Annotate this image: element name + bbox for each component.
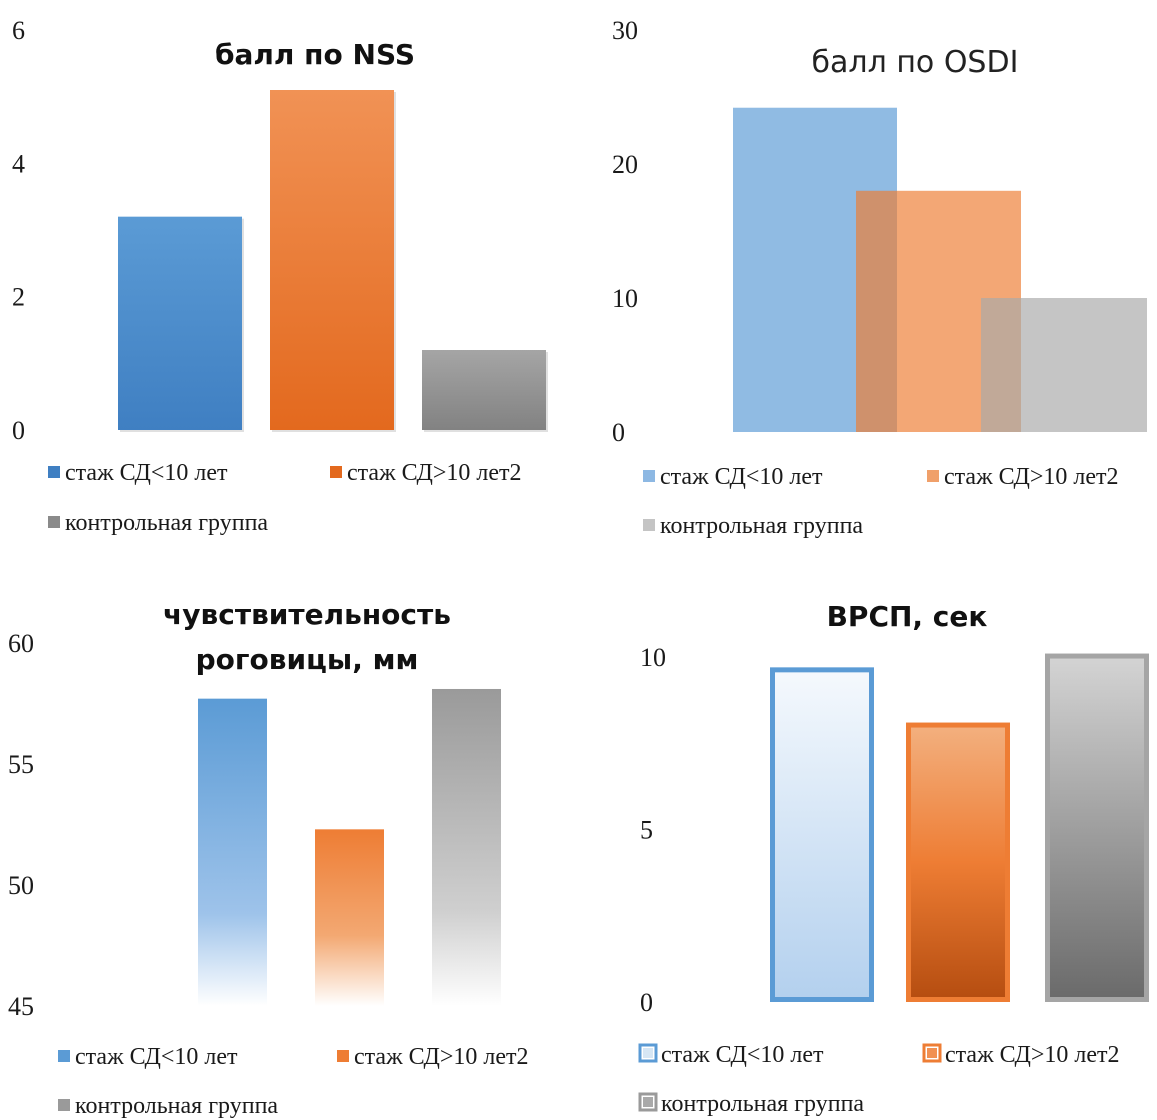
- legend-label: стаж СД<10 лет: [660, 464, 823, 490]
- legend-swatch: [330, 466, 342, 478]
- y-tick-label: 0: [640, 988, 653, 1017]
- bar: [981, 298, 1147, 432]
- legend-item: стаж СД>10 лет2: [337, 1044, 529, 1070]
- y-tick-label: 0: [12, 416, 25, 445]
- y-tick-label: 5: [640, 816, 653, 845]
- legend-label: стаж СД>10 лет2: [347, 460, 522, 486]
- legend-item: стаж СД<10 лет: [638, 1042, 824, 1068]
- chart-sensitivity: 45 50 55 60 чувствительность роговицы, мм стаж…: [8, 598, 529, 1119]
- chart-vrsp: 0 5 10 ВРСП, сек стаж СД<10 лет стаж СД>10 ле…: [638, 600, 1149, 1117]
- legend-swatch: [58, 1050, 70, 1062]
- chart-title: ВРСП, сек: [827, 600, 988, 633]
- y-tick-label: 20: [612, 150, 638, 179]
- y-tick-label: 30: [612, 16, 638, 45]
- legend-item: контрольная группа: [638, 1091, 864, 1117]
- legend-label: стаж СД>10 лет2: [354, 1044, 529, 1070]
- y-tick-label: 0: [612, 418, 625, 447]
- legend-item: контрольная группа: [643, 513, 863, 539]
- legend-label: стаж СД>10 лет2: [945, 1042, 1120, 1068]
- chart-title: чувствительность: [163, 598, 451, 631]
- legend-label: стаж СД<10 лет: [661, 1042, 824, 1068]
- legend-swatch: [337, 1050, 349, 1062]
- legend-label: контрольная группа: [660, 513, 863, 539]
- legend-swatch: [58, 1099, 70, 1111]
- chart-nss: 0 2 4 6 балл по NSS стаж СД<10 лет стаж СД>10 …: [12, 16, 548, 536]
- legend-swatch: [48, 466, 60, 478]
- bar: [432, 688, 501, 1006]
- y-tick-label: 60: [8, 629, 34, 658]
- legend-swatch: [48, 516, 60, 528]
- legend-swatch-fill: [927, 1048, 937, 1058]
- y-tick-label: 50: [8, 871, 34, 900]
- legend-swatch-fill: [643, 1097, 653, 1107]
- y-tick-label: 55: [8, 750, 34, 779]
- legend-label: стаж СД<10 лет: [65, 460, 228, 486]
- bar: [422, 350, 546, 430]
- legend-label: контрольная группа: [65, 510, 268, 536]
- bar: [906, 722, 1010, 1002]
- chart-title: роговицы, мм: [196, 643, 419, 676]
- legend-item: контрольная группа: [58, 1093, 278, 1119]
- legend-item: стаж СД>10 лет2: [927, 464, 1119, 490]
- legend-label: стаж СД>10 лет2: [944, 464, 1119, 490]
- bar: [118, 216, 242, 430]
- legend-item: стаж СД>10 лет2: [922, 1042, 1120, 1068]
- bar: [315, 829, 384, 1006]
- y-tick-label: 45: [8, 992, 34, 1021]
- chart-title: балл по OSDI: [812, 45, 1019, 80]
- legend-label: контрольная группа: [661, 1091, 864, 1117]
- legend-item: стаж СД>10 лет2: [330, 460, 522, 486]
- legend-item: стаж СД<10 лет: [58, 1044, 238, 1070]
- y-tick-label: 10: [640, 643, 666, 672]
- bar: [198, 698, 267, 1006]
- legend-swatch: [927, 470, 939, 482]
- y-tick-label: 2: [12, 283, 25, 312]
- y-tick-label: 6: [12, 16, 25, 45]
- chart-title: балл по NSS: [215, 38, 415, 71]
- legend-swatch: [638, 1043, 658, 1063]
- legend-label: стаж СД<10 лет: [75, 1044, 238, 1070]
- legend-item: стаж СД<10 лет: [48, 460, 228, 486]
- legend-label: контрольная группа: [75, 1093, 278, 1119]
- bar: [270, 90, 394, 430]
- legend-swatch: [643, 519, 655, 531]
- legend-swatch-fill: [643, 1048, 653, 1058]
- bar: [1045, 653, 1149, 1002]
- y-tick-label: 4: [12, 149, 25, 178]
- legend-swatch: [643, 470, 655, 482]
- bar: [770, 667, 874, 1002]
- legend-item: контрольная группа: [48, 510, 268, 536]
- legend-item: стаж СД<10 лет: [643, 464, 823, 490]
- y-tick-label: 10: [612, 284, 638, 313]
- chart-osdi: 0 10 20 30 балл по OSDI стаж СД<10 лет стаж СД…: [612, 16, 1147, 539]
